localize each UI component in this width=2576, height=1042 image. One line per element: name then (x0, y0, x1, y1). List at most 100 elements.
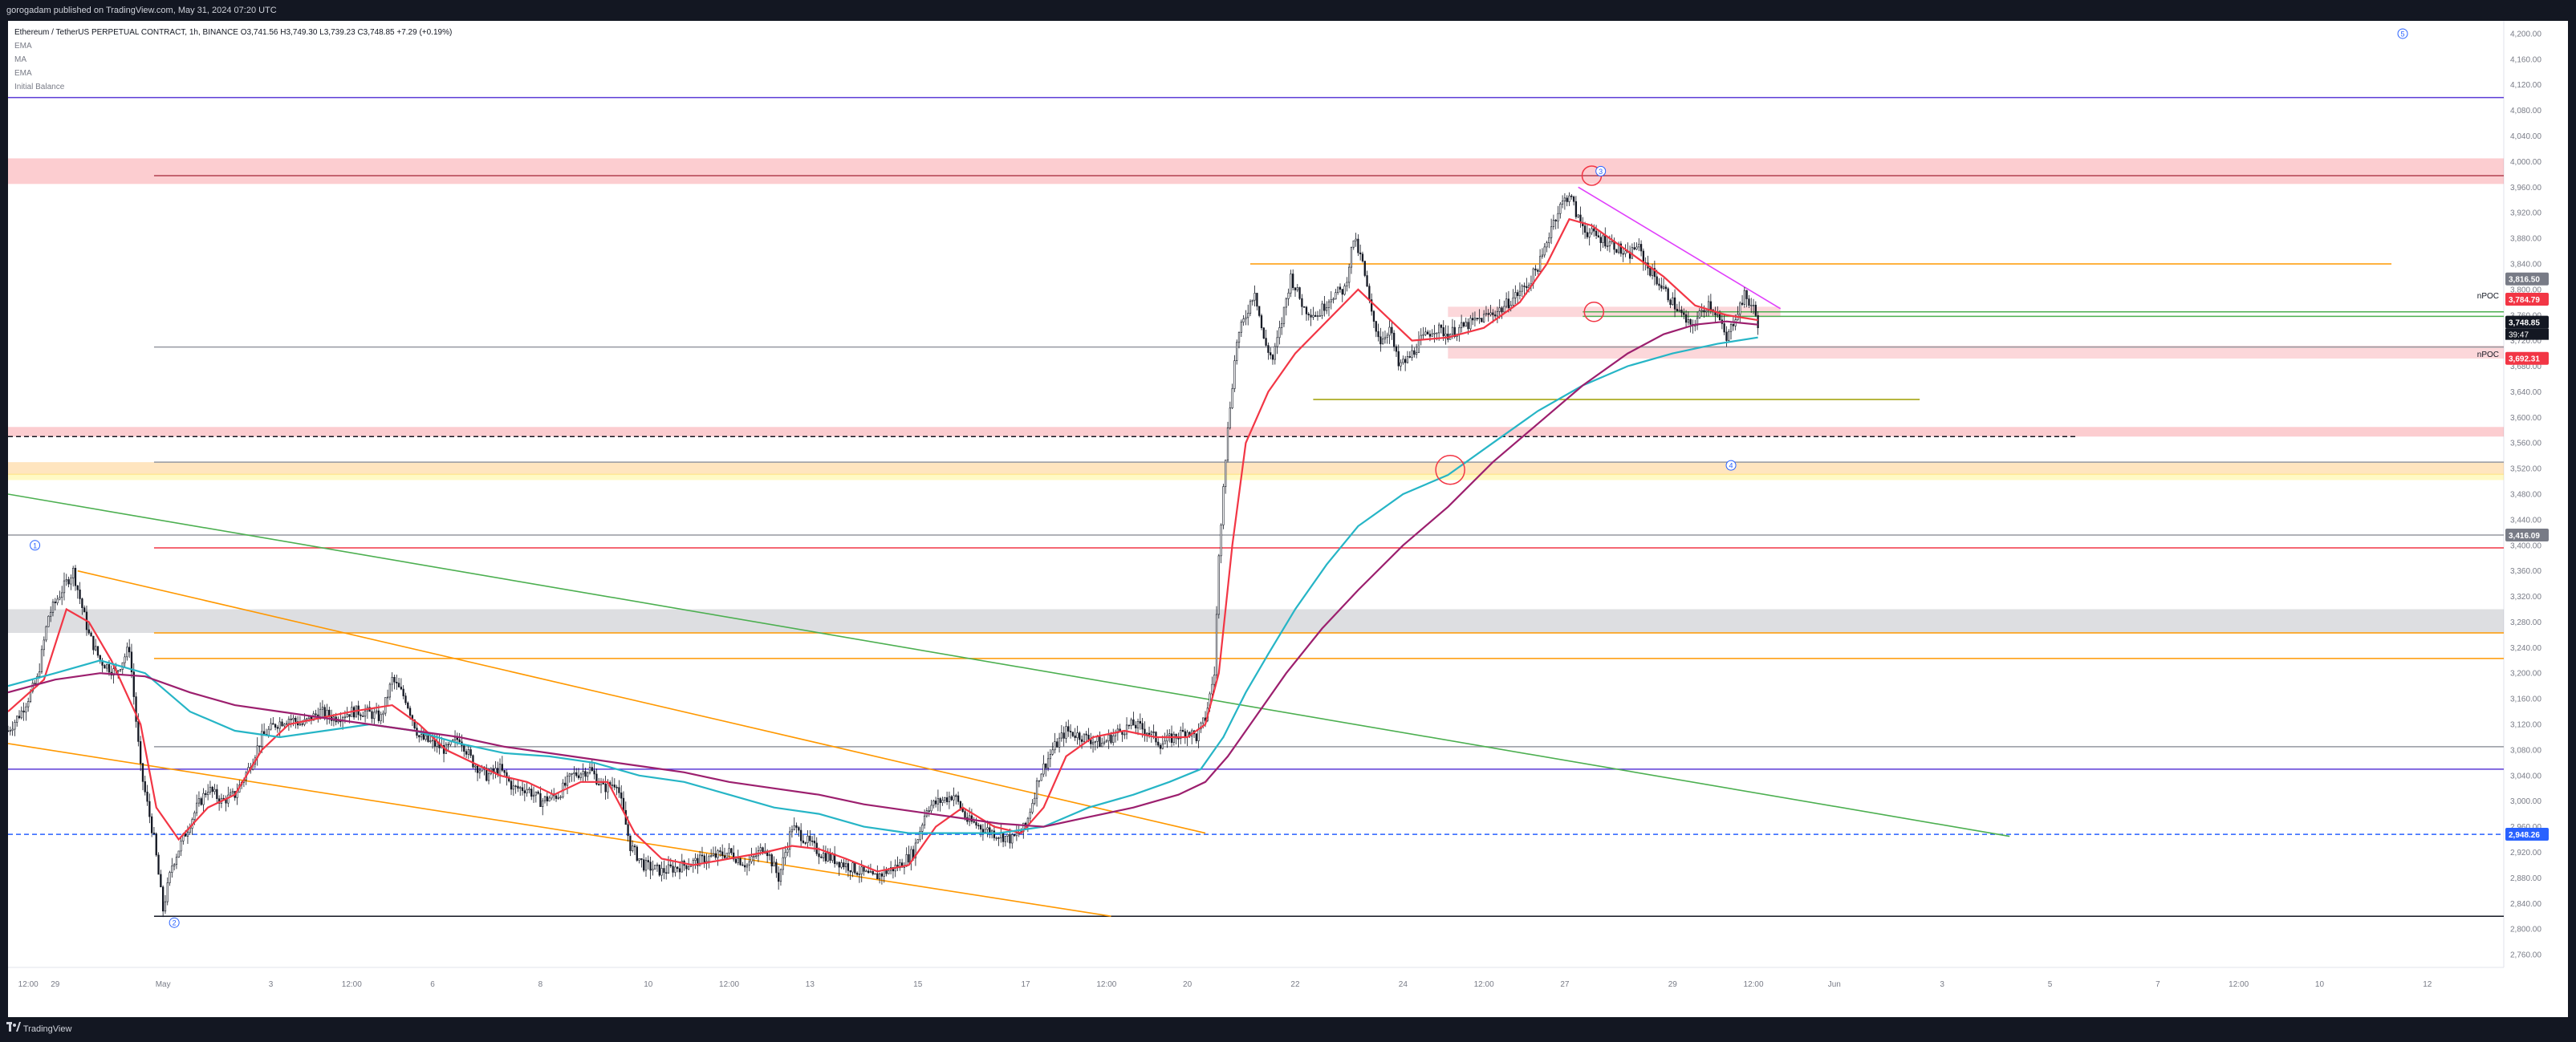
legend-indicator-ma[interactable]: MA (14, 55, 26, 64)
candle-body (928, 810, 930, 812)
candle-body (694, 858, 697, 861)
candle-body (1271, 355, 1274, 360)
candle-body (750, 856, 753, 862)
candle-body (699, 854, 701, 866)
candle-body (151, 816, 153, 833)
legend-indicator-initial-balance[interactable]: Initial Balance (14, 83, 65, 91)
candle-body (1233, 360, 1236, 389)
candle-body (1197, 728, 1200, 741)
candle-body (582, 771, 584, 775)
price-chart[interactable]: 12345nPOCnPOC2,760.002,800.002,840.002,8… (6, 21, 2568, 1017)
candle-body (514, 785, 517, 788)
wave-label-0: 1 (33, 541, 37, 549)
candle-body (753, 856, 755, 858)
candle-body (1442, 327, 1444, 337)
candle-body (1718, 314, 1721, 321)
candle-body (1260, 315, 1263, 329)
legend-indicator-ema[interactable]: EMA (14, 42, 32, 51)
candle-body (1321, 303, 1323, 316)
time-tick-label: 12:00 (719, 980, 739, 989)
candle-body (672, 866, 674, 873)
candle-body (6, 730, 10, 732)
candle-body (733, 852, 735, 860)
chart-panel[interactable]: 1 2 3 4 5 nPOC nPOC 2,760.00 2,800.00 2,840.00 2,8… (6, 21, 2568, 1017)
candle-body (1130, 719, 1132, 727)
price-tick-label: 3,840.00 (2510, 260, 2541, 269)
candle-body (746, 864, 749, 868)
candle-body (1496, 310, 1499, 317)
price-tick-label: 3,400.00 (2510, 541, 2541, 550)
candle-body (498, 764, 502, 776)
candle-body (1175, 733, 1177, 739)
price-axis-panel (2504, 21, 2568, 1017)
candle-body (768, 854, 771, 857)
candle-body (1056, 741, 1058, 748)
candle-body (835, 862, 839, 865)
candle-body (1683, 312, 1685, 315)
candle-body (56, 598, 59, 603)
candle-body (1215, 614, 1218, 675)
candle-body (1557, 213, 1559, 221)
candle-body (108, 664, 111, 673)
time-tick-label: 12:00 (1474, 980, 1494, 989)
candle-body (1377, 330, 1379, 338)
candle-body (778, 872, 780, 882)
price-tick-label: 3,160.00 (2510, 695, 2541, 704)
candle-body (1310, 314, 1312, 318)
candle-body (281, 721, 283, 727)
candle-body (1285, 298, 1287, 308)
candle-body (575, 772, 578, 776)
candle-body (1341, 289, 1343, 295)
candle-body (1687, 319, 1690, 323)
candle-body (1015, 833, 1018, 837)
candle-body (216, 789, 218, 800)
candle-body (1559, 204, 1562, 214)
candle-body (860, 866, 863, 874)
candle-body (542, 800, 544, 807)
candle-body (737, 858, 739, 863)
price-label-2: 3,748.85 (2509, 319, 2540, 328)
candle-body (447, 744, 449, 746)
candle-body (1054, 741, 1056, 751)
candle-body (1673, 297, 1676, 310)
candle-body (200, 798, 202, 805)
candle-body (793, 825, 795, 830)
candle-body (1501, 307, 1503, 313)
candle-body (1593, 228, 1595, 232)
candle-body (34, 683, 36, 684)
candle-body (1417, 339, 1420, 353)
candle-body (83, 607, 86, 613)
candle-body (14, 722, 16, 730)
candle-body (1314, 314, 1317, 317)
candle-body (739, 858, 742, 866)
candle-body (1107, 734, 1110, 741)
candle-body (1366, 275, 1368, 287)
candle-body (164, 901, 167, 912)
price-label-box-3 (2505, 351, 2549, 365)
candle-body (1318, 315, 1321, 317)
candle-body (822, 853, 825, 858)
candle-body (843, 862, 845, 868)
candle-body (779, 869, 782, 882)
zone-5 (1448, 346, 2504, 359)
candle-body (1090, 740, 1092, 744)
candle-body (1574, 201, 1578, 217)
candle-body (604, 784, 607, 793)
candle-body (521, 787, 524, 792)
candle-body (984, 829, 986, 833)
candle-body (393, 676, 396, 683)
candle-body (1074, 736, 1076, 738)
candle-body (905, 853, 908, 867)
candle-body (292, 717, 295, 720)
candle-body (72, 567, 75, 578)
legend-indicator-ema-2[interactable]: EMA (14, 69, 32, 78)
candle-body (1541, 254, 1544, 257)
candle-body (1335, 292, 1337, 300)
candle-body (1649, 268, 1652, 276)
candle-body (689, 865, 693, 867)
candle-body (930, 805, 932, 812)
marker-circle-2 (1583, 302, 1605, 322)
candle-body (186, 832, 189, 837)
candle-body (1739, 302, 1741, 315)
candle-body (1599, 237, 1602, 243)
